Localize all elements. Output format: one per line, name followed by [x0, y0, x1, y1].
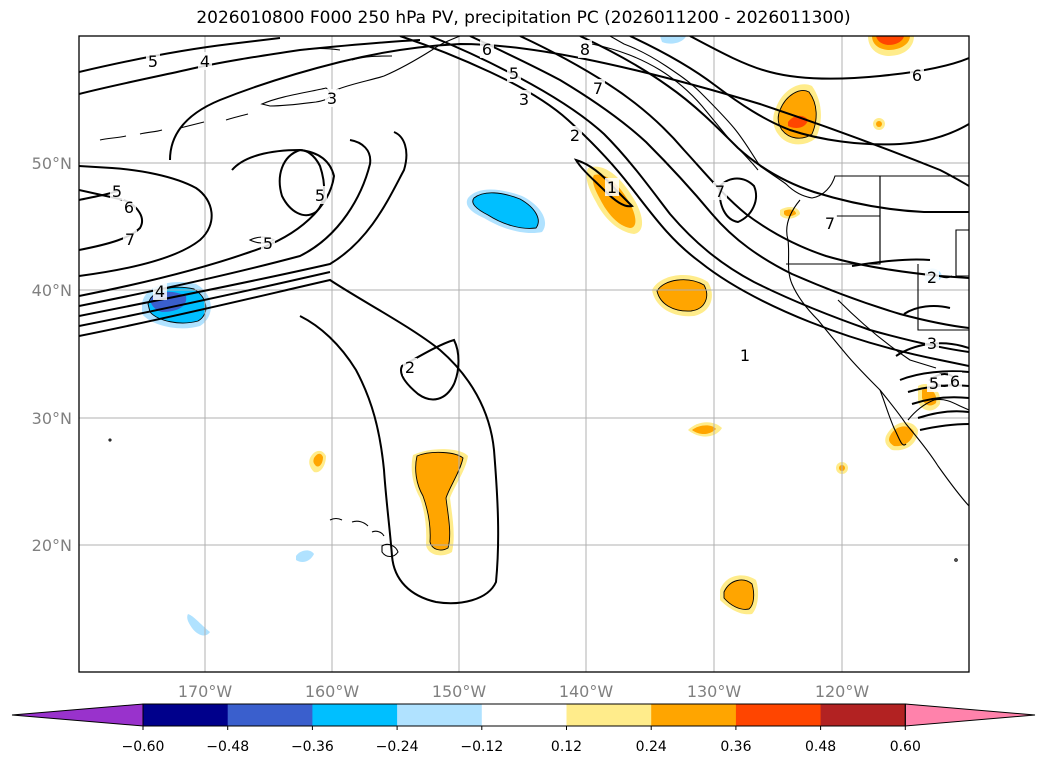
lat-tick-label: 30°N [32, 409, 72, 428]
lon-tick-label: 140°W [559, 682, 614, 701]
lon-tick-label: 170°W [178, 682, 233, 701]
contour-label: 7 [125, 230, 135, 249]
colorbar-tick-label: 0.48 [805, 739, 836, 755]
contour-label: 5 [315, 186, 325, 205]
contour-label: 6 [482, 40, 492, 59]
contour-label-bg [123, 230, 137, 248]
contour-label-bg [517, 90, 531, 108]
contour-label: 3 [927, 334, 937, 353]
contour-label-bg [110, 182, 124, 200]
colorbar-segment [735, 704, 822, 726]
contour-label: 3 [519, 90, 529, 109]
longitude-labels: 170°W 160°W 150°W 140°W 130°W 120°W [178, 682, 870, 701]
contour-label: 4 [155, 282, 165, 301]
lon-tick-label: 130°W [687, 682, 742, 701]
contour-label-bg [591, 79, 605, 97]
colorbar-segment [397, 704, 483, 726]
contour-label-bg [738, 346, 752, 364]
contour-label: 5 [148, 52, 158, 71]
colorbar-tick-label: −0.48 [206, 739, 249, 755]
colorbar-labels: −0.60 −0.48 −0.36 −0.24 −0.12 0.12 0.24 0.36 0.4… [122, 726, 921, 755]
colorbar-segment [566, 704, 652, 726]
contour-label: 7 [593, 79, 603, 98]
colorbar-frame [142, 703, 906, 727]
contour-label-bg [568, 126, 582, 144]
contour-label: 1 [740, 346, 750, 365]
lon-tick-label: 150°W [432, 682, 487, 701]
contour-label-bg [325, 89, 339, 107]
contour-label-bg [823, 214, 837, 232]
colorbar-tick-label: −0.60 [122, 739, 165, 755]
contour-label-bg [403, 358, 417, 376]
lon-tick-label: 120°W [815, 682, 870, 701]
contour-label: 5 [263, 234, 273, 253]
contour-label: 7 [715, 182, 725, 201]
colorbar-segment [820, 704, 906, 726]
contour-label: 3 [327, 89, 337, 108]
colorbar-segment [227, 704, 313, 726]
colorbar-tick-label: −0.12 [460, 739, 503, 755]
contour-label: 6 [912, 66, 922, 85]
contour-label: 5 [509, 64, 519, 83]
graticule [79, 36, 969, 672]
colorbar-tick-label: 0.60 [890, 739, 921, 755]
colorbar-segment [651, 704, 737, 726]
contour-label-bg [925, 334, 939, 352]
contour-label-bg [925, 268, 939, 286]
lat-tick-label: 40°N [32, 281, 72, 300]
map-frame [78, 35, 970, 673]
colorbar-tick-label: 0.12 [551, 739, 582, 755]
colorbar-extend-low [11, 703, 144, 727]
colorbar-extend-high [904, 703, 1036, 727]
colorbar-tick-label: 0.24 [636, 739, 667, 755]
contour-label: 2 [927, 268, 937, 287]
map-panel [79, 36, 969, 672]
contour-label-bg [313, 186, 327, 204]
latitude-labels: 50°N 40°N 30°N 20°N [32, 154, 72, 555]
colorbar-tick-label: 0.36 [720, 739, 751, 755]
colorbar-segment [143, 704, 229, 726]
map-title: 2026010800 F000 250 hPa PV, precipitatio… [196, 8, 851, 28]
colorbar-segment [481, 704, 567, 726]
contour-label-bg [198, 52, 212, 70]
contour-label-bg [146, 52, 160, 70]
contour-label: 5 [112, 182, 122, 201]
contour-label-bg [910, 66, 924, 84]
contour-label-bg [261, 234, 275, 252]
contour-label: 5 [929, 374, 939, 393]
lat-tick-label: 20°N [32, 536, 72, 555]
contour-label-bg [605, 178, 619, 196]
contour-label: 8 [580, 40, 590, 59]
colorbar-tick-label: −0.24 [376, 739, 419, 755]
contour-label: 4 [200, 52, 210, 71]
contour-label-bg [578, 40, 592, 58]
contour-label: 6 [950, 372, 960, 391]
contour-label-bg [927, 374, 941, 392]
lat-tick-label: 50°N [32, 154, 72, 173]
contour-label-bg [480, 40, 494, 58]
precip-anomaly-positive [309, 36, 941, 615]
contour-label-bg [713, 182, 727, 200]
contour-label-bg [948, 372, 962, 390]
contour-label: 1 [607, 178, 617, 197]
contour-label-bg [153, 282, 167, 300]
colorbar [11, 703, 1036, 727]
contour-label: 6 [124, 198, 134, 217]
colorbar-tick-label: −0.36 [291, 739, 334, 755]
contour-label: 7 [825, 214, 835, 233]
contour-label-bg [507, 64, 521, 82]
contour-label: 2 [570, 126, 580, 145]
contour-label-bg [122, 198, 136, 216]
contour-label: 2 [405, 358, 415, 377]
lon-tick-label: 160°W [305, 682, 360, 701]
colorbar-segment [312, 704, 398, 726]
